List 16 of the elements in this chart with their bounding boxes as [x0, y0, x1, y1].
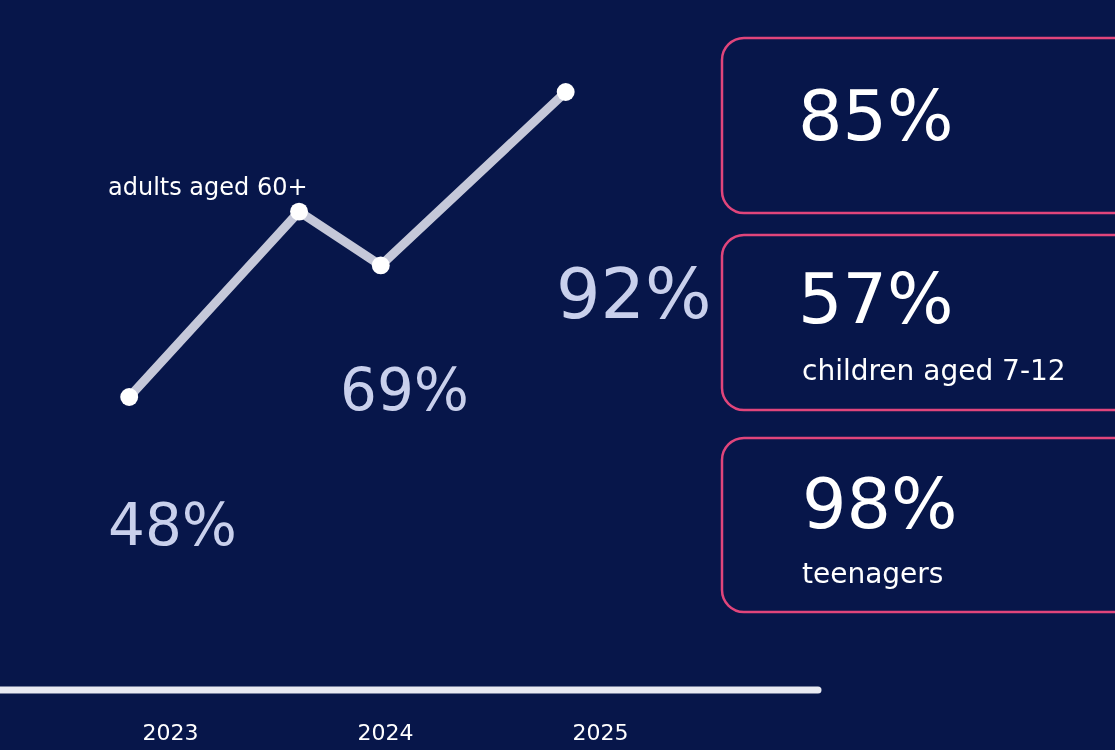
annotation: teenagers: [802, 557, 944, 590]
point: [371, 256, 390, 275]
annotation: 98%: [802, 463, 958, 545]
x-tick-label: 2025: [572, 719, 629, 745]
point: [556, 83, 575, 101]
annotation: 48%: [108, 491, 237, 559]
annotation: 69%: [340, 356, 469, 424]
x-tick-label: 2024: [357, 719, 414, 745]
annotation: 57%: [798, 258, 954, 340]
annotation: 85%: [798, 75, 954, 157]
annotation: 92%: [556, 253, 712, 335]
annotation: children aged 7-12: [802, 354, 1066, 387]
x-tick-label: 2023: [142, 719, 199, 745]
annotation: adults aged 60+: [108, 173, 308, 201]
point: [290, 202, 309, 221]
point: [120, 388, 139, 406]
